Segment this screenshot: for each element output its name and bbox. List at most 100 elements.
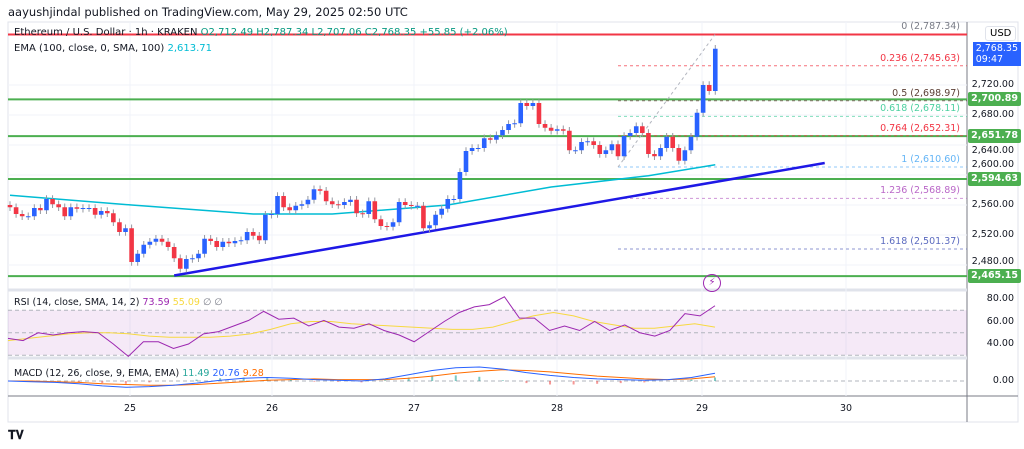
candle-up: [263, 214, 268, 241]
candle-down: [13, 207, 19, 214]
candle-up: [238, 240, 244, 242]
candle-down: [408, 205, 414, 206]
rsi-legend[interactable]: RSI (14, close, SMA, 14, 2) 73.59 55.09 …: [14, 297, 223, 308]
candle-up: [633, 126, 639, 133]
candle-up: [518, 103, 524, 124]
candle-down: [542, 124, 548, 128]
candle-up: [68, 207, 74, 217]
lightning-icon[interactable]: ⚡: [703, 274, 721, 292]
candle-down: [336, 204, 341, 206]
candle-down: [129, 228, 134, 262]
ohlc-low: L2,707.06: [311, 27, 362, 38]
macd-histogram-bar: [289, 379, 292, 381]
ohlc-open: O2,712.49: [200, 27, 254, 38]
candle-down: [548, 127, 554, 131]
candle-up: [220, 241, 226, 247]
price-tick-label: 2,640.00: [971, 145, 1014, 157]
symbol-name[interactable]: Ethereum / U.S. Dollar · 1h · KRAKEN: [14, 27, 198, 38]
candle-down: [287, 207, 292, 211]
day-label: 26: [265, 403, 279, 414]
ema-value: 2,613.71: [167, 43, 213, 54]
candle-down: [250, 232, 256, 236]
rsi-tick-label: 80.00: [986, 293, 1014, 304]
macd-histogram-bar: [454, 375, 457, 381]
candle-down: [652, 154, 657, 157]
candle-up: [451, 199, 457, 200]
candle-up: [232, 241, 238, 244]
candle-up: [269, 214, 274, 215]
price-tick-label: 2,560.00: [971, 199, 1014, 210]
chart-frame: [7, 21, 1019, 423]
candle-up: [700, 85, 706, 113]
ohlc-change: +55.85 (+2.06%): [419, 27, 508, 38]
candle-down: [591, 141, 596, 145]
day-label: 25: [123, 403, 137, 414]
candle-up: [512, 123, 517, 125]
level-badge: 2,651.78: [968, 129, 1021, 144]
macd-histogram-bar: [549, 381, 552, 385]
rsi-ma-line: [7, 311, 716, 342]
macd-line: [7, 366, 716, 388]
currency-label[interactable]: USD: [985, 26, 1017, 41]
candle-down: [567, 130, 572, 151]
candle-down: [372, 201, 378, 220]
tradingview-logo[interactable]: 𝐓𝐕: [8, 428, 24, 443]
candle-up: [141, 244, 147, 254]
candle-up: [80, 208, 86, 209]
candle-down: [171, 247, 177, 259]
candle-down: [104, 211, 110, 214]
candle-up: [190, 258, 195, 260]
candle-up: [688, 136, 694, 151]
candle-up: [147, 241, 153, 245]
candle-down: [378, 219, 384, 226]
candle-up: [530, 103, 536, 106]
candle-up: [396, 202, 402, 223]
macd-histogram-bar: [77, 381, 80, 383]
candle-down: [256, 235, 262, 241]
fib-level-label: 0.764 (2,652.31): [880, 122, 960, 134]
macd-histogram-bar: [690, 379, 693, 381]
tv-logo-icon: 𝐓𝐕: [8, 428, 24, 442]
day-label: 30: [839, 403, 853, 414]
macd-histogram-bar: [619, 381, 622, 384]
candle-up: [621, 136, 627, 157]
candle-up: [433, 214, 438, 226]
macd-legend[interactable]: MACD (12, 26, close, 9, EMA, EMA) 11.49 …: [14, 368, 264, 379]
price-tick-label: 2,520.00: [971, 229, 1014, 240]
day-label: 28: [550, 403, 564, 414]
macd-histogram-bar: [407, 377, 410, 381]
candle-up: [32, 208, 37, 217]
candle-down: [384, 226, 390, 227]
macd-histogram-bar: [384, 380, 387, 381]
candle-up: [469, 148, 475, 151]
candle-down: [676, 148, 682, 161]
rsi-ma-value: 55.09: [172, 297, 200, 308]
ema-line: [9, 163, 716, 215]
price-tick-label: 2,480.00: [971, 256, 1014, 268]
candle-up: [293, 205, 299, 211]
candle-down: [323, 190, 329, 202]
fib-level-label: 1.236 (2,568.89): [880, 185, 960, 197]
candle-up: [275, 196, 280, 214]
macd-histogram-bar: [195, 379, 198, 381]
macd-histogram-bar: [714, 377, 716, 381]
candle-up: [445, 199, 451, 209]
ohlc-high: H2,787.34: [256, 27, 309, 38]
day-label: 29: [695, 403, 709, 414]
macd-histogram-bar: [572, 381, 575, 385]
candle-up: [25, 216, 31, 218]
candle-up: [658, 148, 663, 157]
candle-up: [415, 205, 420, 207]
candle-up: [348, 199, 353, 202]
ema-legend[interactable]: EMA (100, close, 0, SMA, 100) 2,613.71: [14, 43, 212, 54]
rsi-line: [7, 296, 716, 358]
candle-up: [44, 199, 49, 211]
macd-histogram-bar: [242, 377, 245, 381]
candle-down: [597, 145, 603, 154]
last-price-badge: 2,768.35 09:47: [972, 42, 1021, 66]
candle-down: [317, 189, 323, 191]
candle-down: [92, 208, 98, 215]
macd-histogram-bar: [219, 378, 222, 381]
